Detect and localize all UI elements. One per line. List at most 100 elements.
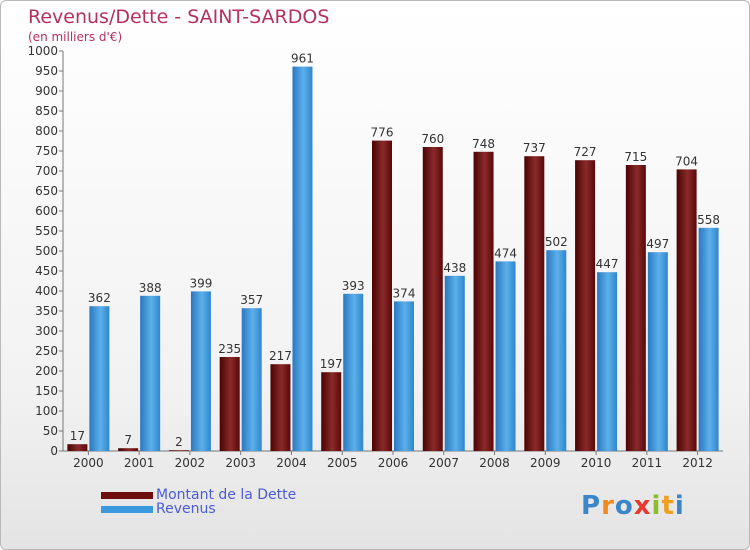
- data-label-revenue: 357: [240, 293, 263, 307]
- data-label-debt: 704: [675, 154, 698, 168]
- data-label-debt: 217: [269, 349, 292, 363]
- data-label-revenue: 393: [342, 279, 365, 293]
- data-label-revenue: 502: [545, 235, 568, 249]
- bar-revenue: [647, 252, 668, 451]
- data-label-debt: 748: [472, 137, 495, 151]
- data-label-debt: 197: [320, 357, 343, 371]
- bar-debt: [270, 364, 291, 451]
- logo-letter: i: [651, 491, 662, 521]
- bar-revenue: [140, 295, 161, 451]
- logo-letter: P: [581, 491, 602, 521]
- bar-revenue: [546, 250, 567, 451]
- y-tick-label: 150: [35, 384, 58, 398]
- x-tick-label: 2005: [327, 456, 358, 470]
- bar-debt: [321, 372, 342, 451]
- y-tick-label: 700: [35, 164, 58, 178]
- data-label-debt: 17: [70, 429, 85, 443]
- data-label-debt: 760: [421, 132, 444, 146]
- bar-debt: [625, 165, 646, 451]
- data-label-revenue: 558: [697, 213, 720, 227]
- y-tick-label: 450: [35, 264, 58, 278]
- bar-debt: [372, 140, 392, 451]
- bar-revenue: [597, 272, 618, 451]
- y-tick-label: 650: [35, 184, 58, 198]
- x-tick-label: 2010: [581, 456, 612, 470]
- legend-label-debt: Montant de la Dette: [156, 487, 297, 503]
- x-tick-label: 2007: [428, 456, 459, 470]
- logo-letter: o: [614, 491, 634, 521]
- bar-debt: [676, 169, 697, 451]
- y-tick-label: 550: [35, 224, 58, 238]
- data-label-debt: 715: [624, 150, 647, 164]
- bar-debt: [524, 156, 545, 451]
- bars: [67, 66, 719, 452]
- data-label-revenue: 399: [189, 276, 212, 290]
- data-label-debt: 737: [523, 141, 546, 155]
- x-tick-label: 2008: [479, 456, 510, 470]
- data-label-debt: 235: [218, 342, 241, 356]
- bar-debt: [219, 357, 240, 451]
- y-tick-label: 950: [35, 64, 58, 78]
- y-tick-label: 500: [35, 244, 58, 258]
- x-tick-label: 2004: [276, 456, 307, 470]
- x-tick-label: 2003: [225, 456, 256, 470]
- data-label-revenue: 362: [88, 291, 111, 305]
- bar-revenue: [444, 275, 465, 451]
- legend-label-revenue: Revenus: [156, 501, 216, 517]
- bar-revenue: [343, 293, 364, 451]
- data-label-revenue: 438: [443, 261, 466, 275]
- data-label-debt: 727: [574, 145, 597, 159]
- bar-debt: [422, 147, 443, 451]
- bar-revenue: [89, 306, 110, 451]
- x-tick-label: 2000: [73, 456, 104, 470]
- y-tick-label: 100: [35, 404, 58, 418]
- bar-revenue: [241, 308, 262, 451]
- bar-debt: [118, 448, 139, 451]
- legend-swatch-revenue: [101, 505, 153, 513]
- legend-item-revenue: Revenus: [101, 501, 216, 517]
- x-tick-label: 2006: [378, 456, 409, 470]
- y-tick-label: 850: [35, 104, 58, 118]
- logo-letter: t: [661, 491, 675, 521]
- data-label-debt: 7: [124, 433, 132, 447]
- chart-title: Revenus/Dette - SAINT-SARDOS: [28, 6, 330, 28]
- bar-debt: [168, 450, 189, 451]
- data-label-revenue: 497: [646, 237, 669, 251]
- logo-letter: r: [601, 491, 615, 521]
- chart-subtitle: (en milliers d'€): [28, 30, 123, 44]
- bar-revenue: [698, 227, 719, 451]
- data-label-revenue: 447: [596, 257, 619, 271]
- data-label-debt: 776: [371, 126, 394, 140]
- x-tick-label: 2001: [124, 456, 155, 470]
- data-label-revenue: 388: [139, 281, 162, 295]
- y-tick-label: 600: [35, 204, 58, 218]
- y-tick-label: 1000: [27, 44, 58, 58]
- y-tick-label: 900: [35, 84, 58, 98]
- y-tick-label: 300: [35, 324, 58, 338]
- x-tick-label: 2011: [632, 456, 663, 470]
- proxiti-logo: Proxiti: [581, 491, 685, 521]
- data-label-revenue: 374: [393, 286, 416, 300]
- data-label-revenue: 961: [291, 52, 314, 66]
- bar-revenue: [394, 301, 414, 451]
- bar-revenue: [495, 261, 516, 451]
- legend-swatch-debt: [101, 491, 153, 499]
- y-tick-label: 50: [43, 424, 58, 438]
- bar-debt: [67, 444, 88, 451]
- y-tick-label: 350: [35, 304, 58, 318]
- y-tick-label: 400: [35, 284, 58, 298]
- logo-letter: x: [633, 491, 652, 521]
- data-label-debt: 2: [175, 435, 183, 449]
- bar-revenue: [190, 291, 211, 451]
- bar-debt: [473, 151, 494, 452]
- bar-debt: [575, 160, 596, 451]
- legend-item-debt: Montant de la Dette: [101, 487, 297, 503]
- y-tick-label: 750: [35, 144, 58, 158]
- y-tick-label: 800: [35, 124, 58, 138]
- x-tick-label: 2009: [530, 456, 561, 470]
- logo-letter: i: [674, 491, 685, 521]
- x-tick-label: 2012: [682, 456, 713, 470]
- data-label-revenue: 474: [494, 246, 517, 260]
